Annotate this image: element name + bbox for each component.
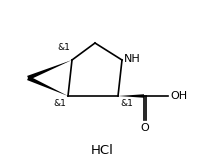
Text: NH: NH bbox=[123, 54, 140, 64]
Text: &1: &1 bbox=[119, 99, 132, 108]
Text: OH: OH bbox=[169, 91, 186, 101]
Text: &1: &1 bbox=[57, 43, 70, 52]
Polygon shape bbox=[117, 94, 143, 98]
Polygon shape bbox=[27, 60, 72, 80]
Polygon shape bbox=[27, 76, 68, 96]
Text: &1: &1 bbox=[53, 99, 66, 108]
Text: HCl: HCl bbox=[90, 143, 113, 157]
Text: O: O bbox=[140, 123, 149, 133]
